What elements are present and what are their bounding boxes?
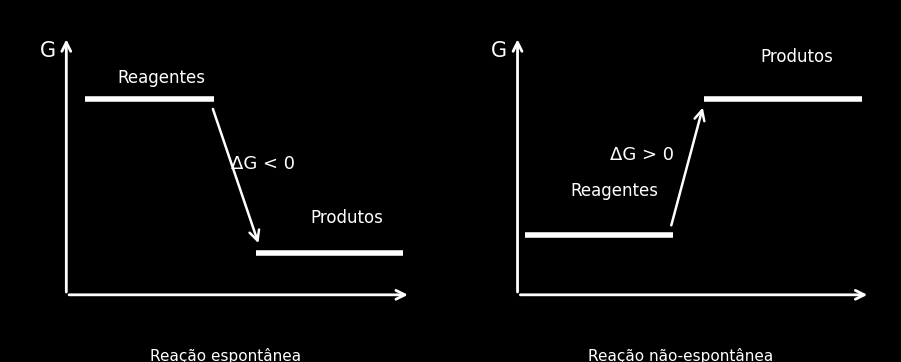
Text: Reagentes: Reagentes [570, 182, 659, 200]
Text: ΔG < 0: ΔG < 0 [231, 155, 296, 173]
Text: Produtos: Produtos [310, 209, 383, 227]
Text: G: G [40, 41, 56, 62]
Text: ΔG > 0: ΔG > 0 [609, 146, 674, 164]
Text: Reação não-espontânea: Reação não-espontânea [587, 348, 773, 362]
Text: Produtos: Produtos [760, 49, 833, 66]
Text: G: G [490, 41, 506, 62]
Text: Reagentes: Reagentes [117, 69, 205, 87]
Text: Reação espontânea: Reação espontânea [150, 348, 301, 362]
